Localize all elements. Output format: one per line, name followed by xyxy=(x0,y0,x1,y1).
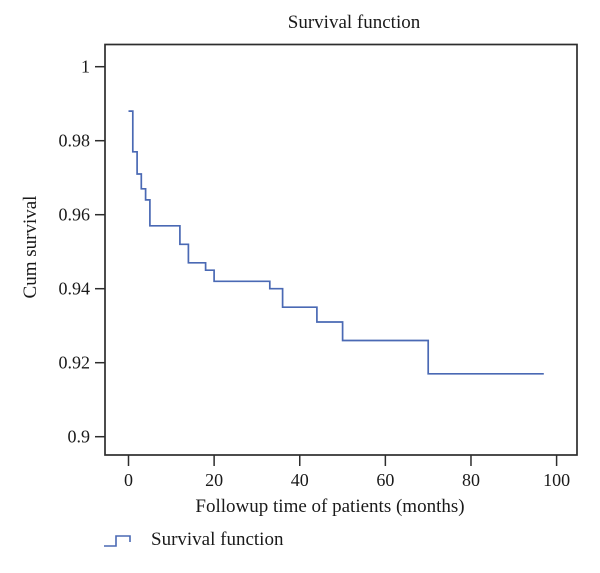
y-axis-label: Cum survival xyxy=(20,195,41,299)
x-tick-label: 60 xyxy=(376,470,394,490)
x-tick-label: 20 xyxy=(205,470,223,490)
legend-step-icon xyxy=(104,534,131,547)
x-tick-label: 40 xyxy=(291,470,309,490)
chart-title: Survival function xyxy=(287,12,421,33)
y-tick-label: 0.94 xyxy=(59,279,91,299)
survival-curve xyxy=(128,110,544,375)
y-tick-label: 0.96 xyxy=(59,205,91,225)
y-tick-label: 0.9 xyxy=(68,427,91,447)
y-tick-label: 0.98 xyxy=(59,131,91,151)
legend: Survival function xyxy=(103,530,283,550)
x-axis-label: Followup time of patients (months) xyxy=(195,496,465,517)
y-tick-label: 1 xyxy=(81,57,90,77)
x-tick-label: 0 xyxy=(124,470,133,490)
plot-frame xyxy=(104,43,578,456)
x-tick-label: 100 xyxy=(543,470,570,490)
legend-label: Survival function xyxy=(151,529,284,550)
x-tick-label: 80 xyxy=(462,470,480,490)
y-tick-label: 0.92 xyxy=(59,353,91,373)
